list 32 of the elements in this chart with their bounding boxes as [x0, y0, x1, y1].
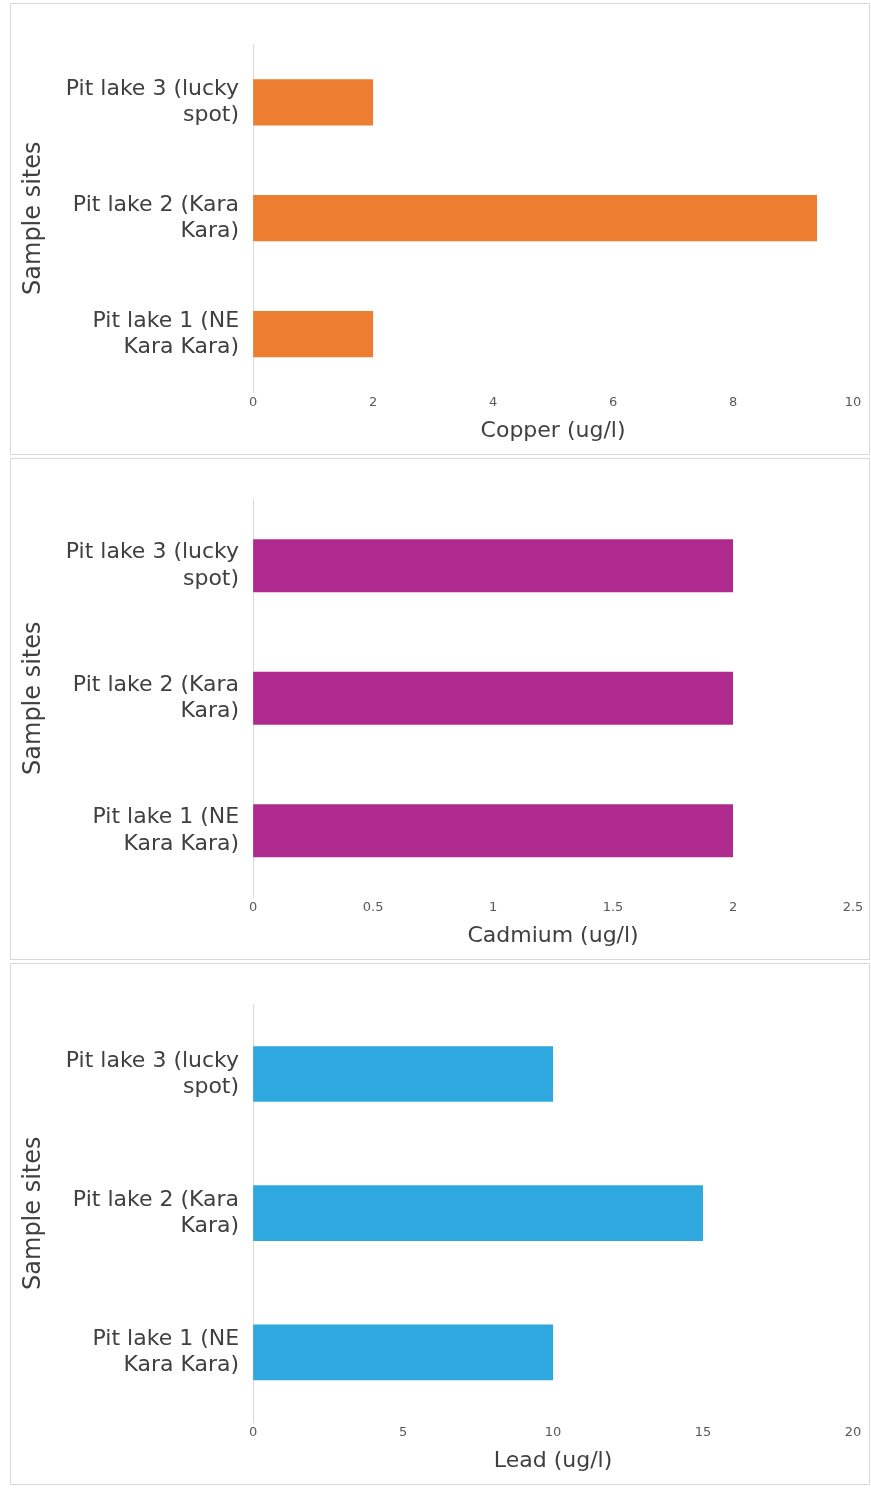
x-tick-label: 5 — [398, 1424, 408, 1440]
x-tick-label: 2.5 — [842, 899, 864, 915]
x-tick-label: 0 — [248, 394, 258, 410]
y-tick-label: Pit lake 3 (lucky spot) — [65, 74, 240, 127]
y-tick-label: Pit lake 2 (Kara Kara) — [72, 190, 240, 243]
x-tick-label: 2 — [368, 394, 378, 410]
x-tick-label: 2 — [728, 899, 738, 915]
y-axis-title: Sample sites — [17, 621, 46, 775]
y-tick-label: Pit lake 2 (Kara Kara) — [72, 1185, 240, 1238]
x-axis-title: Cadmium (ug/l) — [467, 921, 639, 947]
y-tick-label: Pit lake 1 (NE Kara Kara) — [92, 803, 240, 855]
x-tick-label: 4 — [488, 394, 498, 410]
x-tick-label: 0.5 — [362, 899, 384, 915]
x-tick-label: 1.5 — [602, 899, 624, 915]
y-tick-label: Pit lake 1 (NE Kara Kara) — [92, 306, 240, 358]
x-tick-label: 20 — [844, 1424, 862, 1440]
x-tick-label: 0 — [248, 899, 258, 915]
y-tick-label: Pit lake 3 (lucky spot) — [65, 538, 240, 590]
y-tick-label: Pit lake 3 (lucky spot) — [65, 1046, 240, 1098]
x-tick-label: 10 — [544, 1424, 562, 1440]
x-tick-label: 15 — [694, 1424, 712, 1440]
y-tick-label: Pit lake 2 (Kara Kara) — [72, 670, 240, 723]
y-tick-label: Pit lake 1 (NE Kara Kara) — [92, 1324, 240, 1377]
x-tick-label: 1 — [488, 899, 498, 915]
x-tick-label: 8 — [728, 394, 738, 410]
x-axis-title: Copper (ug/l) — [480, 416, 626, 442]
y-axis-title: Sample sites — [17, 141, 46, 295]
y-axis-title: Sample sites — [17, 1136, 46, 1290]
x-tick-label: 6 — [608, 394, 618, 410]
x-tick-label: 0 — [248, 1424, 258, 1440]
x-axis-title: Lead (ug/l) — [493, 1446, 613, 1472]
x-tick-label: 10 — [844, 394, 862, 410]
